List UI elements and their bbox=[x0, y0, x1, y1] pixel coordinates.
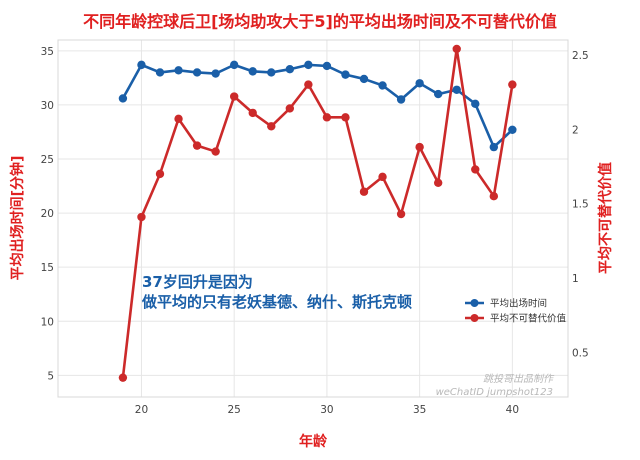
data-point bbox=[433, 178, 443, 187]
data-point bbox=[229, 92, 239, 101]
data-point bbox=[211, 147, 220, 156]
left-y-tick-label: 15 bbox=[41, 262, 54, 274]
data-point bbox=[322, 61, 332, 71]
data-point bbox=[508, 125, 517, 134]
left-y-tick-label: 5 bbox=[47, 370, 54, 382]
data-point bbox=[137, 212, 146, 222]
data-point bbox=[118, 373, 128, 382]
data-point bbox=[341, 113, 350, 122]
legend-label: 平均不可替代价值 bbox=[490, 313, 567, 325]
series-layer bbox=[118, 44, 517, 382]
data-point bbox=[341, 70, 350, 79]
legend-label: 平均出场时间 bbox=[490, 298, 547, 310]
data-point bbox=[489, 142, 499, 152]
data-point bbox=[304, 80, 313, 89]
data-point bbox=[396, 209, 406, 219]
plot-frame bbox=[57, 39, 569, 398]
data-point bbox=[211, 69, 220, 78]
chart-title: 不同年龄控球后卫[场均助攻大于5]的平均出场时间及不可替代价值 bbox=[83, 12, 557, 31]
right-y-tick-label: 0.5 bbox=[572, 347, 589, 359]
x-tick-label: 20 bbox=[135, 404, 148, 416]
annotation-line-1: 37岁回升是因为 bbox=[142, 273, 253, 291]
right-y-tick-label: 1 bbox=[572, 273, 579, 285]
data-point bbox=[229, 60, 239, 70]
data-point bbox=[304, 60, 313, 70]
series bbox=[118, 60, 517, 152]
data-point bbox=[192, 68, 202, 77]
left-y-axis-title: 平均出场时间[分钟] bbox=[9, 156, 26, 281]
left-y-tick-label: 20 bbox=[41, 208, 54, 220]
annotation: 37岁回升是因为 做平均的只有老妖基德、纳什、斯托克顿 bbox=[141, 273, 412, 311]
data-point bbox=[285, 104, 295, 113]
data-point bbox=[378, 81, 387, 90]
series-line bbox=[121, 47, 514, 378]
right-y-tick-label: 2.5 bbox=[572, 50, 589, 62]
x-tick-label: 35 bbox=[413, 404, 426, 416]
data-point bbox=[415, 79, 424, 88]
right-y-axis-ticks: 0.5 1 1.5 2 2.5 bbox=[572, 50, 589, 360]
data-point bbox=[489, 191, 499, 201]
data-point bbox=[322, 113, 332, 122]
data-point bbox=[248, 67, 257, 76]
data-point bbox=[471, 99, 480, 109]
left-y-tick-label: 35 bbox=[41, 46, 54, 58]
data-point bbox=[248, 108, 257, 118]
data-point bbox=[396, 95, 406, 104]
data-point bbox=[359, 187, 369, 196]
legend-marker bbox=[470, 314, 479, 322]
data-point bbox=[118, 94, 128, 103]
right-y-tick-label: 1.5 bbox=[572, 199, 589, 211]
x-axis-ticks: 20 25 30 35 40 bbox=[135, 404, 519, 416]
right-y-tick-label: 2 bbox=[572, 124, 579, 136]
data-point bbox=[452, 85, 461, 94]
data-point bbox=[452, 44, 461, 54]
left-y-tick-label: 30 bbox=[41, 100, 54, 112]
data-point bbox=[155, 68, 165, 77]
left-y-tick-label: 10 bbox=[41, 316, 54, 328]
legend-marker bbox=[470, 299, 479, 307]
annotation-line-2: 做平均的只有老妖基德、纳什、斯托克顿 bbox=[141, 293, 412, 311]
x-axis-title: 年龄 bbox=[299, 433, 328, 450]
series bbox=[118, 44, 517, 382]
left-y-tick-label: 25 bbox=[41, 154, 54, 166]
x-tick-label: 40 bbox=[506, 404, 519, 416]
gridlines bbox=[58, 40, 568, 397]
data-point bbox=[359, 74, 369, 84]
data-point bbox=[137, 60, 146, 70]
x-tick-label: 25 bbox=[227, 404, 240, 416]
watermark-line-1: 跳投哥出品制作 bbox=[483, 373, 555, 385]
series-line bbox=[121, 63, 514, 149]
data-point bbox=[192, 141, 202, 150]
data-point bbox=[508, 80, 517, 89]
data-point bbox=[174, 114, 183, 124]
data-point bbox=[285, 65, 295, 74]
data-point bbox=[471, 165, 480, 174]
data-point bbox=[378, 172, 387, 182]
data-point bbox=[174, 66, 183, 75]
left-y-axis-ticks: 5 10 15 20 25 30 35 bbox=[41, 46, 54, 383]
data-point bbox=[267, 68, 276, 77]
watermark-line-2: weChatID jumpshot123 bbox=[436, 387, 553, 398]
watermark: 跳投哥出品制作 weChatID jumpshot123 bbox=[436, 373, 555, 398]
data-point bbox=[415, 142, 424, 152]
right-y-axis-title: 平均不可替代价值 bbox=[597, 162, 614, 274]
data-point bbox=[267, 122, 276, 131]
data-point bbox=[155, 169, 165, 179]
data-point bbox=[433, 89, 443, 99]
x-tick-label: 30 bbox=[320, 404, 333, 416]
